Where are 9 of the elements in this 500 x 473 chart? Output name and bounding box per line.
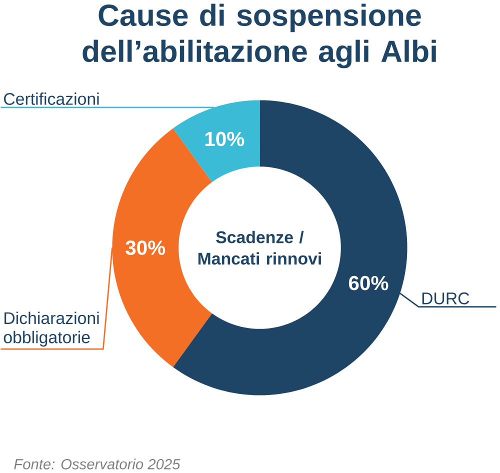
chart-title: Cause di sospensione dell’abilitazione agli Albi — [82, 4, 436, 68]
slice-label: Dichiarazioni obbligatorie — [4, 312, 99, 347]
slice-label: Certificazioni — [4, 92, 99, 105]
data-label: 60% — [348, 276, 388, 290]
source-note: Fonte: Osservatorio 2025 — [14, 458, 180, 470]
data-label: 30% — [126, 240, 166, 255]
text: Scadenze / Mancati rinnovi — [198, 230, 321, 265]
slice-label: DURC — [422, 292, 470, 304]
data-label: 10% — [205, 132, 244, 146]
